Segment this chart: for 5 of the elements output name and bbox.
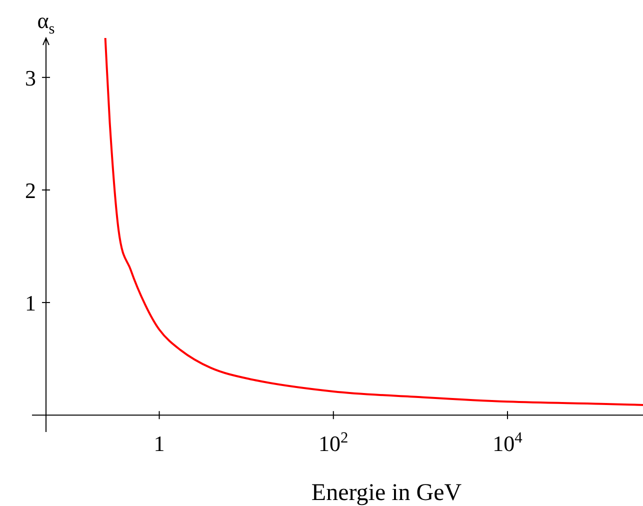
x-tick-label: 1 (154, 431, 165, 456)
y-tick-label: 3 (25, 65, 36, 90)
y-tick-label: 1 (25, 290, 36, 316)
x-axis-title: Energie in GeV (311, 480, 462, 506)
y-tick-label: 2 (25, 178, 36, 203)
